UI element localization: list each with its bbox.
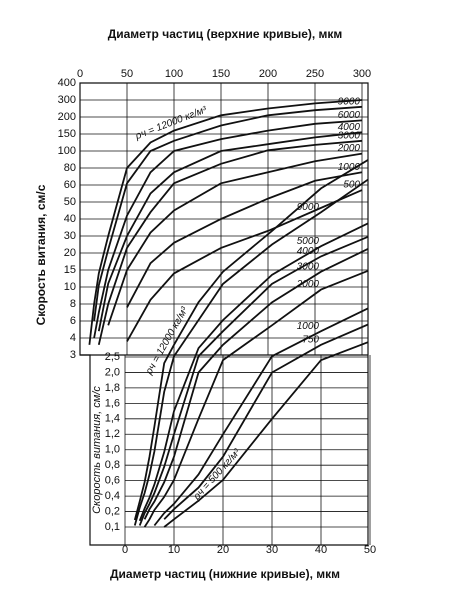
y-tick-label: 8	[70, 298, 76, 310]
inner-y-tick-label: 1,8	[105, 382, 120, 394]
top-tick-label: 50	[121, 68, 133, 80]
bottom-tick-label: 40	[315, 544, 327, 556]
curve	[163, 341, 368, 528]
curve	[93, 119, 363, 339]
top-tick-label: 300	[353, 68, 371, 80]
curve	[107, 152, 363, 326]
bottom-tick-label: 10	[168, 544, 180, 556]
inner-y-tick-label: 0,1	[105, 521, 120, 533]
bottom-tick-label: 50	[364, 544, 376, 556]
curve	[126, 171, 363, 308]
y-tick-label: 40	[64, 213, 76, 225]
curve-label: 9000	[297, 202, 320, 213]
inner-y-tick-label: 1,4	[105, 413, 120, 425]
y-tick-label: 80	[64, 162, 76, 174]
y-tick-label: 100	[58, 145, 76, 157]
y-tick-label: 30	[64, 230, 76, 242]
inner-y-axis-title: Скорость витания, см/с	[91, 386, 103, 514]
curve-label: 4000	[297, 246, 320, 257]
curve	[153, 307, 368, 527]
inner-y-tick-label: 1,6	[105, 397, 120, 409]
curve-label: 4000	[338, 122, 361, 133]
bottom-tick-label: 0	[122, 544, 128, 556]
inner-y-tick-label: 0,6	[105, 475, 120, 487]
curve	[126, 189, 363, 342]
curve	[97, 139, 363, 346]
top-tick-label: 100	[165, 68, 183, 80]
y-tick-label: 3	[70, 349, 76, 361]
inner-y-tick-label: 2,5	[105, 351, 120, 363]
y-tick-label: 4	[70, 332, 76, 344]
curve	[143, 247, 368, 520]
curve-label: 2000	[296, 279, 320, 290]
inner-y-tick-label: 2,0	[105, 366, 120, 378]
inner-y-tick-label: 0,2	[105, 505, 120, 517]
y-tick-label: 10	[64, 281, 76, 293]
y-tick-label: 200	[58, 111, 76, 123]
curve	[163, 323, 368, 520]
y-tick-label: 50	[64, 196, 76, 208]
curve-label: 750	[302, 334, 319, 345]
top-tick-label: 150	[212, 68, 230, 80]
curve-label: 1000	[297, 321, 320, 332]
y-tick-label: 6	[70, 315, 76, 327]
curve	[93, 105, 363, 322]
curves	[88, 99, 368, 528]
curve	[138, 235, 368, 526]
y-tick-label: 15	[64, 264, 76, 276]
bottom-tick-label: 30	[266, 544, 278, 556]
curve-label: 3000	[338, 130, 361, 141]
curve-label: 9000	[338, 96, 361, 107]
y-axis-title: Скорость витания, см/с	[34, 184, 48, 325]
inner-y-tick-label: 0,8	[105, 459, 120, 471]
curve	[97, 131, 363, 332]
curve-label: 6000	[338, 110, 361, 121]
y-tick-label: 300	[58, 94, 76, 106]
curve	[138, 222, 368, 522]
bottom-axis-title: Диаметр частиц (нижние кривые), мкм	[110, 567, 340, 581]
curve	[88, 99, 363, 345]
top-axis-title: Диаметр частиц (верхние кривые), мкм	[108, 27, 343, 41]
curve	[143, 269, 368, 528]
y-tick-label: 20	[64, 247, 76, 259]
curve	[133, 158, 368, 521]
top-tick-label: 0	[77, 68, 83, 80]
top-tick-label: 250	[306, 68, 324, 80]
curve-label: 3000	[297, 261, 320, 272]
top-tick-label: 200	[259, 68, 277, 80]
y-tick-label: 60	[64, 179, 76, 191]
curve-label: 500	[343, 180, 360, 191]
bottom-tick-label: 20	[217, 544, 229, 556]
inner-y-tick-label: 1,0	[105, 444, 120, 456]
grid: 346810152030405060801001502003004000,10,…	[58, 68, 376, 556]
inner-y-tick-label: 0,4	[105, 490, 120, 502]
curve	[133, 178, 368, 526]
y-tick-label: 400	[58, 77, 76, 89]
curve-label: 1000	[338, 162, 361, 173]
inner-y-tick-label: 1,2	[105, 428, 120, 440]
curve-label: 2000	[337, 143, 361, 154]
y-tick-label: 150	[58, 128, 76, 140]
curve-label: 5000	[297, 236, 320, 247]
frame	[79, 82, 369, 546]
